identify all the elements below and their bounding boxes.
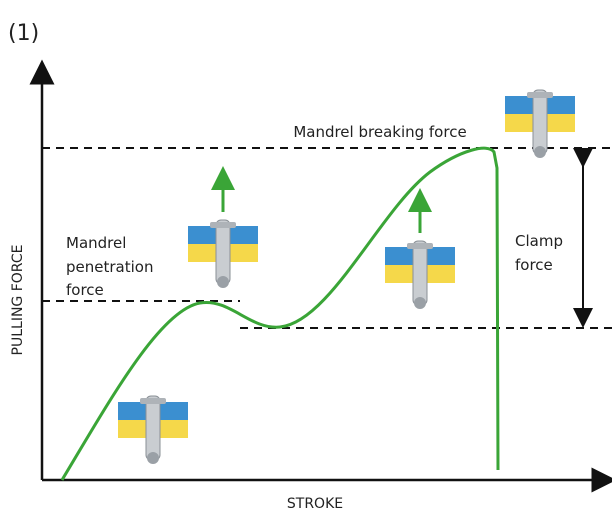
figure-label: (1) — [8, 21, 39, 46]
clamp-label: Clamp force — [515, 232, 568, 274]
rivet-icon — [117, 395, 189, 465]
rivet-icon — [187, 219, 259, 289]
label-line: force — [66, 281, 104, 299]
label-line: Clamp — [515, 232, 563, 250]
label-line: Mandrel — [66, 234, 126, 252]
label-line: force — [515, 256, 553, 274]
breaking-label: Mandrel breaking force — [293, 123, 466, 141]
y-axis-label: PULLING FORCE — [10, 245, 26, 356]
x-axis-label: STROKE — [287, 496, 343, 512]
rivet-icon — [384, 240, 456, 310]
penetration-label: Mandrel penetration force — [66, 234, 158, 299]
force-curve — [60, 146, 500, 481]
label-line: penetration — [66, 258, 153, 276]
